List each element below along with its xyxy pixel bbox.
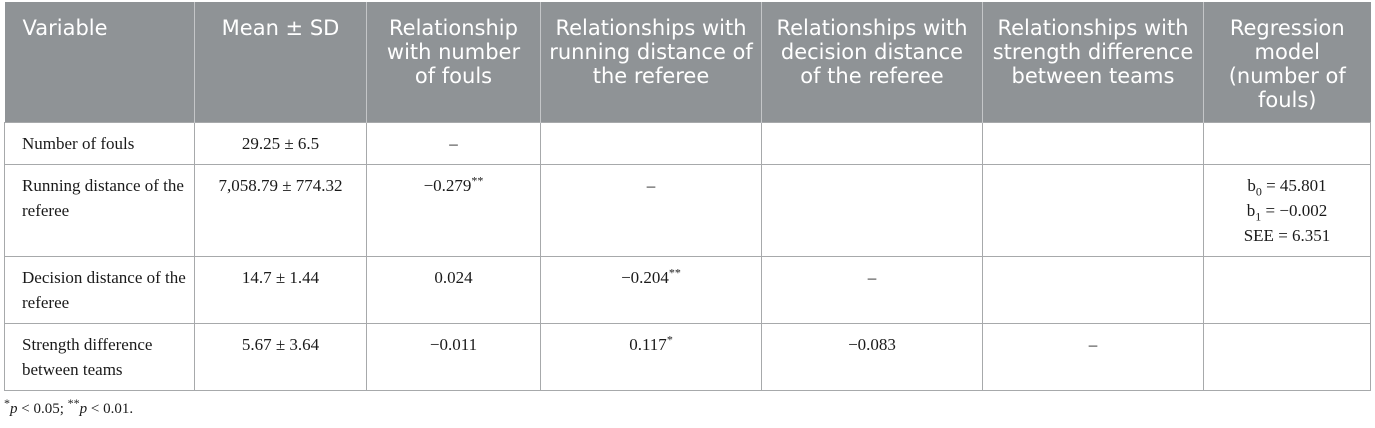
cell-rel-fouls: –: [366, 122, 541, 165]
header-rel-running: Relationships with running distance of t…: [540, 2, 762, 123]
value: −0.279: [423, 176, 472, 195]
footnote-marker: *: [4, 396, 10, 410]
cell-rel-running: −0.204**: [540, 256, 762, 324]
header-rel-strength: Relationships with strength difference b…: [982, 2, 1204, 123]
results-table: Variable Mean ± SD Relationship with num…: [4, 2, 1371, 391]
cell-mean-sd: 29.25 ± 6.5: [194, 122, 367, 165]
table-row: Decision distance of the referee 14.7 ± …: [4, 256, 1371, 324]
header-mean-sd: Mean ± SD: [194, 2, 367, 123]
cell-rel-fouls: −0.011: [366, 323, 541, 391]
footnote-text: < 0.05;: [17, 401, 68, 417]
cell-rel-strength: [982, 256, 1204, 324]
regression-coef: b: [1247, 176, 1256, 195]
regression-value: = 6.351: [1273, 226, 1331, 245]
footnote-marker: **: [67, 396, 80, 410]
regression-subscript: 0: [1255, 184, 1262, 199]
cell-rel-decision: −0.083: [761, 323, 983, 391]
header-row: Variable Mean ± SD Relationship with num…: [4, 2, 1371, 123]
header-rel-fouls: Relationship with number of fouls: [366, 2, 541, 123]
significance-marker: *: [666, 332, 673, 347]
cell-variable: Running distance of the referee: [4, 164, 195, 257]
cell-regression: [1203, 256, 1371, 324]
header-rel-decision: Relationships with decision distance of …: [761, 2, 983, 123]
cell-regression: [1203, 323, 1371, 391]
regression-line: b1 = −0.002: [1212, 198, 1362, 223]
cell-variable: Number of fouls: [4, 122, 195, 165]
table-row: Number of fouls 29.25 ± 6.5 –: [4, 122, 1371, 165]
cell-rel-running: [540, 122, 762, 165]
header-variable: Variable: [4, 2, 195, 123]
value: 0.117: [629, 335, 667, 354]
significance-marker: **: [471, 173, 484, 188]
regression-coef: b: [1246, 201, 1256, 220]
cell-rel-running: –: [540, 164, 762, 257]
results-table-wrapper: Variable Mean ± SD Relationship with num…: [4, 2, 1371, 391]
footnote-text: < 0.01.: [87, 401, 134, 417]
footnote-p: p: [79, 401, 88, 417]
cell-regression: b0 = 45.801 b1 = −0.002 SEE = 6.351: [1203, 164, 1371, 257]
regression-subscript: 1: [1255, 209, 1262, 224]
regression-line: b0 = 45.801: [1212, 173, 1362, 198]
cell-rel-fouls: −0.279**: [366, 164, 541, 257]
table-row: Strength difference between teams 5.67 ±…: [4, 323, 1371, 391]
cell-mean-sd: 5.67 ± 3.64: [194, 323, 367, 391]
cell-mean-sd: 7,058.79 ± 774.32: [194, 164, 367, 257]
regression-line: SEE = 6.351: [1212, 223, 1362, 248]
header-regression: Regression model (number of fouls): [1203, 2, 1371, 123]
table-footnote: *p < 0.05; **p < 0.01.: [4, 397, 134, 418]
cell-rel-decision: –: [761, 256, 983, 324]
significance-marker: **: [668, 265, 681, 280]
cell-variable: Strength difference between teams: [4, 323, 195, 391]
regression-value: = −0.002: [1261, 201, 1328, 220]
cell-rel-decision: [761, 164, 983, 257]
cell-rel-fouls: 0.024: [366, 256, 541, 324]
cell-rel-strength: [982, 164, 1204, 257]
cell-rel-strength: –: [982, 323, 1204, 391]
cell-rel-strength: [982, 122, 1204, 165]
cell-rel-running: 0.117*: [540, 323, 762, 391]
cell-rel-decision: [761, 122, 983, 165]
cell-mean-sd: 14.7 ± 1.44: [194, 256, 367, 324]
cell-regression: [1203, 122, 1371, 165]
cell-variable: Decision distance of the referee: [4, 256, 195, 324]
regression-value: = 45.801: [1261, 176, 1327, 195]
table-row: Running distance of the referee 7,058.79…: [4, 164, 1371, 257]
footnote-p: p: [10, 401, 18, 417]
value: −0.204: [621, 268, 669, 287]
regression-coef: SEE: [1243, 226, 1274, 245]
